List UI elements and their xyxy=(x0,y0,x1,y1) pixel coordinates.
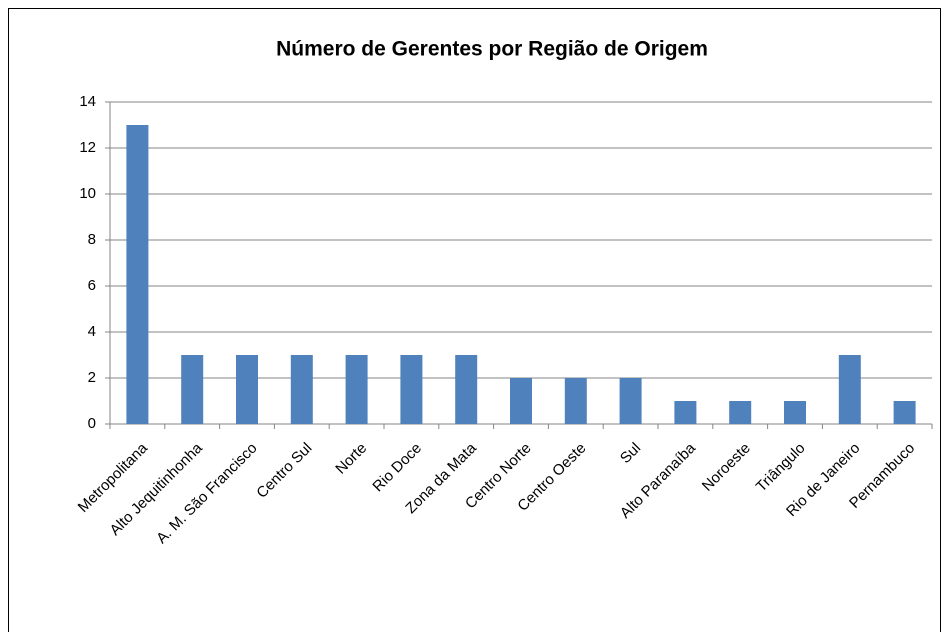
y-tick-label: 10 xyxy=(79,185,96,202)
bar xyxy=(455,355,478,424)
bar xyxy=(181,355,204,424)
y-tick-label: 0 xyxy=(88,415,96,432)
bar xyxy=(564,378,587,424)
bar xyxy=(510,378,532,424)
bar xyxy=(674,401,697,424)
bar xyxy=(126,125,149,424)
y-tick-label: 2 xyxy=(88,369,96,386)
bar xyxy=(400,355,423,424)
bar xyxy=(345,355,368,424)
y-tick-label: 4 xyxy=(88,323,96,340)
y-tick-label: 12 xyxy=(79,139,96,156)
bar xyxy=(290,355,313,424)
chart-border xyxy=(8,8,941,632)
chart-title: Número de Gerentes por Região de Origem xyxy=(276,38,708,61)
y-tick-label: 8 xyxy=(88,231,96,248)
bar xyxy=(236,355,258,424)
y-tick-label: 14 xyxy=(79,93,96,110)
bar xyxy=(784,401,806,424)
bar xyxy=(729,401,752,424)
bar xyxy=(619,378,642,424)
y-tick-label: 6 xyxy=(88,277,96,294)
bar xyxy=(893,401,916,424)
bar xyxy=(838,355,861,424)
